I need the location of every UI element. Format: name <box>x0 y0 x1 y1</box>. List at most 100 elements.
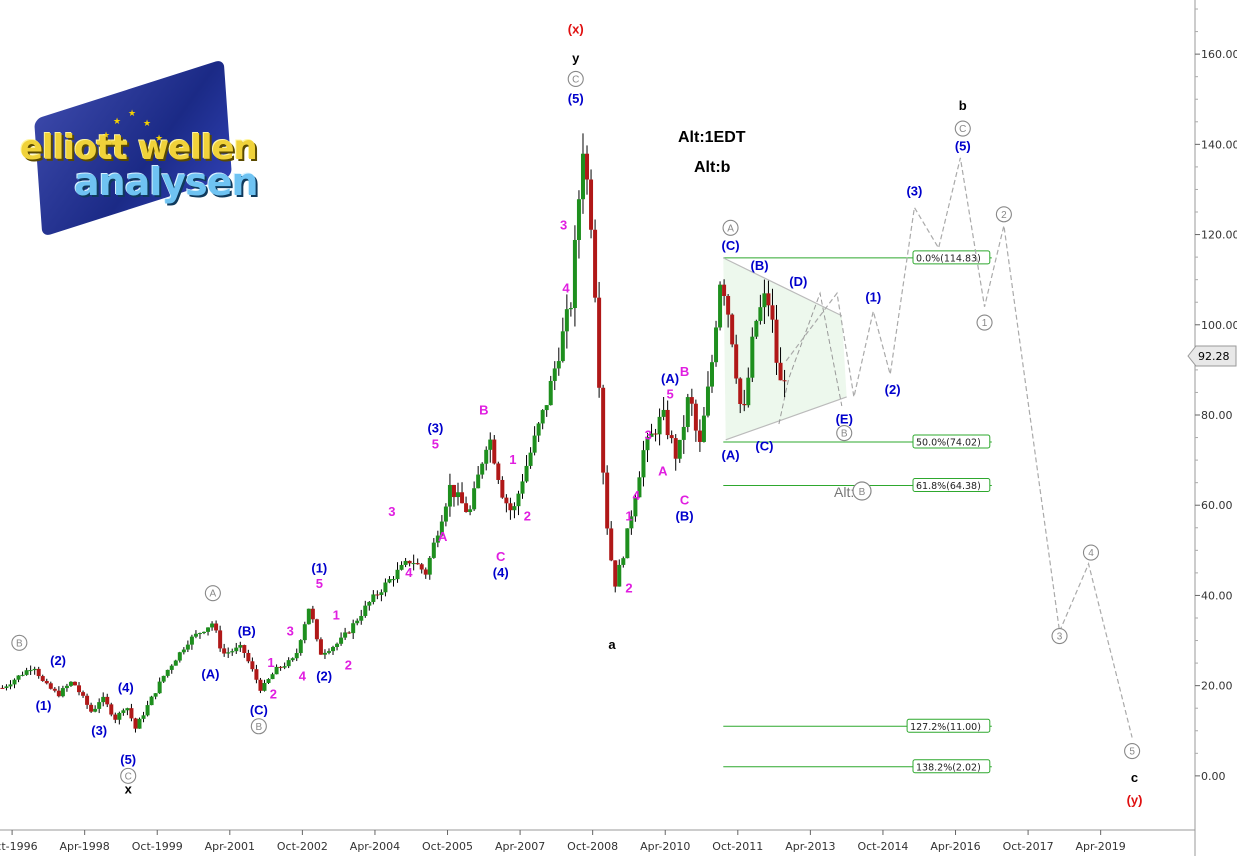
candle-body <box>556 361 561 369</box>
x-tick-label: Oct-2014 <box>857 840 908 853</box>
x-tick-label: Oct-1999 <box>132 840 183 853</box>
triangle-fill <box>723 257 847 440</box>
svg-text:A: A <box>210 589 217 600</box>
wave-label: (y) <box>1127 793 1143 808</box>
y-tick-label: 160.00 <box>1201 48 1237 61</box>
candle-body <box>56 690 61 697</box>
candle-body <box>540 410 545 424</box>
wave-label: (D) <box>789 274 807 289</box>
candle-body <box>117 712 122 720</box>
alt-b-label: Alt: <box>834 484 854 500</box>
candle-body <box>697 430 702 442</box>
candle-body <box>226 652 231 654</box>
candle-body <box>552 368 557 381</box>
candle-body <box>597 297 602 388</box>
wave-circle-label: B <box>11 634 28 651</box>
candle-body <box>689 397 694 404</box>
candle-body <box>246 652 251 662</box>
fib-label: 0.0%(114.83) <box>916 253 981 264</box>
candle-body <box>335 643 340 647</box>
candle-body <box>415 563 420 565</box>
wave-label: (4) <box>118 680 134 695</box>
candle-body <box>488 439 493 450</box>
candle-body <box>568 308 573 310</box>
wave-label: (B) <box>751 258 769 273</box>
wave-circle-label: B <box>250 718 267 735</box>
fib-label-box <box>912 759 991 774</box>
candle-body <box>637 477 642 498</box>
candle-body <box>423 569 428 575</box>
candle-body <box>169 665 174 670</box>
wave-label: (5) <box>120 752 136 767</box>
wave-label: 1 <box>625 508 632 523</box>
wave-circle-label: C <box>954 120 971 137</box>
candle-body <box>726 295 731 315</box>
last-price-tag: 92.28 <box>1187 345 1237 367</box>
wave-label: (2) <box>316 669 332 684</box>
wave-label: (5) <box>955 139 971 154</box>
candle-body <box>290 658 295 661</box>
candle-body <box>504 497 509 504</box>
fib-label-box <box>912 477 991 492</box>
wave-label: (1) <box>36 698 52 713</box>
candle-body <box>431 542 436 558</box>
wave-labels: (x)yC(5)34a12345(A)ABC(B)A(C)(B)(D)(A)(C… <box>11 21 1143 808</box>
triangle-boundary <box>725 396 847 441</box>
candle-body <box>580 153 585 200</box>
candle-body <box>625 528 630 559</box>
wave-label: C <box>680 493 690 508</box>
x-tick-label: Apr-2010 <box>640 840 690 853</box>
candle-body <box>681 426 686 440</box>
candle-body <box>4 686 9 688</box>
wave-label: 1 <box>333 608 340 623</box>
wave-circle-label: 5 <box>1124 743 1141 760</box>
wave-label: (B) <box>676 508 694 523</box>
fib-label-box <box>912 250 991 265</box>
candle-body <box>443 506 448 522</box>
candle-body <box>560 331 565 362</box>
candle-body <box>189 636 194 645</box>
wave-label: B <box>680 364 689 379</box>
candle-body <box>20 674 25 676</box>
wave-label: 2 <box>524 508 531 523</box>
wave-label: A <box>658 463 668 478</box>
candle-body <box>746 377 751 406</box>
candle-body <box>391 579 396 581</box>
candle-body <box>710 362 715 387</box>
wave-label: b <box>959 98 967 113</box>
candle-body <box>258 679 263 691</box>
wave-label: 1 <box>267 655 274 670</box>
elliott-wellen-logo: ★ ★ ★ ★ ★ ★ elliott wellen analysen <box>18 58 278 238</box>
candle-body <box>294 653 299 659</box>
candle-body <box>705 386 710 416</box>
candle-body <box>605 472 610 529</box>
svg-text:3: 3 <box>1057 632 1063 643</box>
candle-body <box>464 503 469 513</box>
candle-body <box>524 465 529 482</box>
candle-body <box>451 484 456 498</box>
candle-body <box>367 601 372 606</box>
wave-label: (A) <box>661 371 679 386</box>
candle-body <box>60 688 65 697</box>
wave-label: (B) <box>238 624 256 639</box>
wave-circle-label: B <box>836 424 853 442</box>
candle-body <box>730 314 735 345</box>
x-tick-label: Oct-2005 <box>422 840 473 853</box>
candle-body <box>262 682 267 691</box>
wave-label: 1 <box>509 452 516 467</box>
wave-label: (C) <box>755 439 773 454</box>
candle-body <box>40 676 45 681</box>
candle-body <box>318 639 323 655</box>
candle-body <box>314 619 319 640</box>
candle-body <box>496 463 501 480</box>
svg-text:4: 4 <box>1088 548 1094 559</box>
x-tick-label: Oct-1996 <box>0 840 38 853</box>
wave-circle-label: 2 <box>995 206 1012 223</box>
wave-label: x <box>125 781 133 796</box>
x-tick-label: Apr-2013 <box>785 840 835 853</box>
y-tick-label: 40.00 <box>1201 589 1233 602</box>
candle-body <box>516 493 521 507</box>
candle-body <box>331 646 336 652</box>
candle-body <box>44 680 49 684</box>
alt-1edt-annotation: Alt:1EDT <box>678 129 746 146</box>
